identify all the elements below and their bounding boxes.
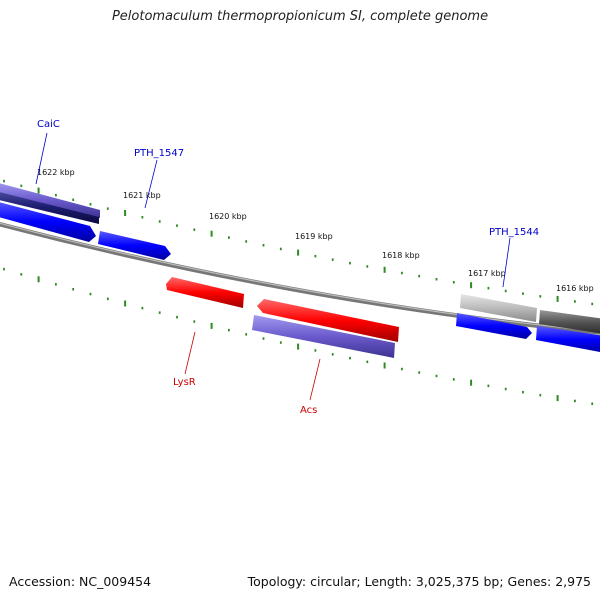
feature-caic-purple[interactable]: [0, 182, 100, 218]
leader-pth1544: [502, 237, 511, 288]
gene-label-acs[interactable]: Acs: [300, 405, 317, 416]
genome-summary-text: Topology: circular; Length: 3,025,375 bp…: [247, 574, 591, 589]
gene-forward-2[interactable]: [536, 326, 600, 353]
ruler-label-1619: 1619 kbp: [295, 232, 333, 241]
genome-backbone: [0, 221, 600, 335]
feature-dark-gray[interactable]: [539, 310, 600, 334]
feature-pth1544-gray[interactable]: [460, 294, 537, 322]
gene-lysr[interactable]: [166, 277, 244, 308]
feature-acs-purple[interactable]: [252, 315, 395, 358]
ruler-label-1622: 1622 kbp: [37, 168, 75, 177]
ruler-label-1616: 1616 kbp: [556, 284, 594, 293]
gene-acs[interactable]: [257, 299, 399, 342]
map-title: Pelotomaculum thermopropionicum SI, comp…: [111, 9, 489, 24]
accession-text: Accession: NC_009454: [9, 574, 152, 589]
feature-caic-navy[interactable]: [0, 191, 99, 224]
leader-lysr: [184, 331, 196, 375]
leader-acs: [309, 358, 321, 401]
ruler-label-1621: 1621 kbp: [123, 191, 161, 200]
gene-forward-1[interactable]: [0, 201, 96, 242]
ruler-label-1617: 1617 kbp: [468, 269, 506, 278]
ruler-ticks-outer: [3, 179, 594, 306]
gene-label-pth1544[interactable]: PTH_1544: [489, 227, 539, 238]
gene-label-pth1547[interactable]: PTH_1547: [134, 148, 184, 159]
gene-pth1547[interactable]: [98, 231, 171, 260]
leader-caic: [35, 132, 48, 185]
gene-pth1544[interactable]: [456, 313, 532, 339]
gene-label-caic[interactable]: CaiC: [37, 119, 60, 130]
leader-pth1547: [144, 159, 158, 209]
genome-backbone-highlight: [0, 222, 600, 333]
ruler-label-1620: 1620 kbp: [209, 212, 247, 221]
ruler-label-1618: 1618 kbp: [382, 251, 420, 260]
ruler-ticks-inner: [3, 267, 594, 405]
gene-label-lysr[interactable]: LysR: [173, 377, 196, 388]
